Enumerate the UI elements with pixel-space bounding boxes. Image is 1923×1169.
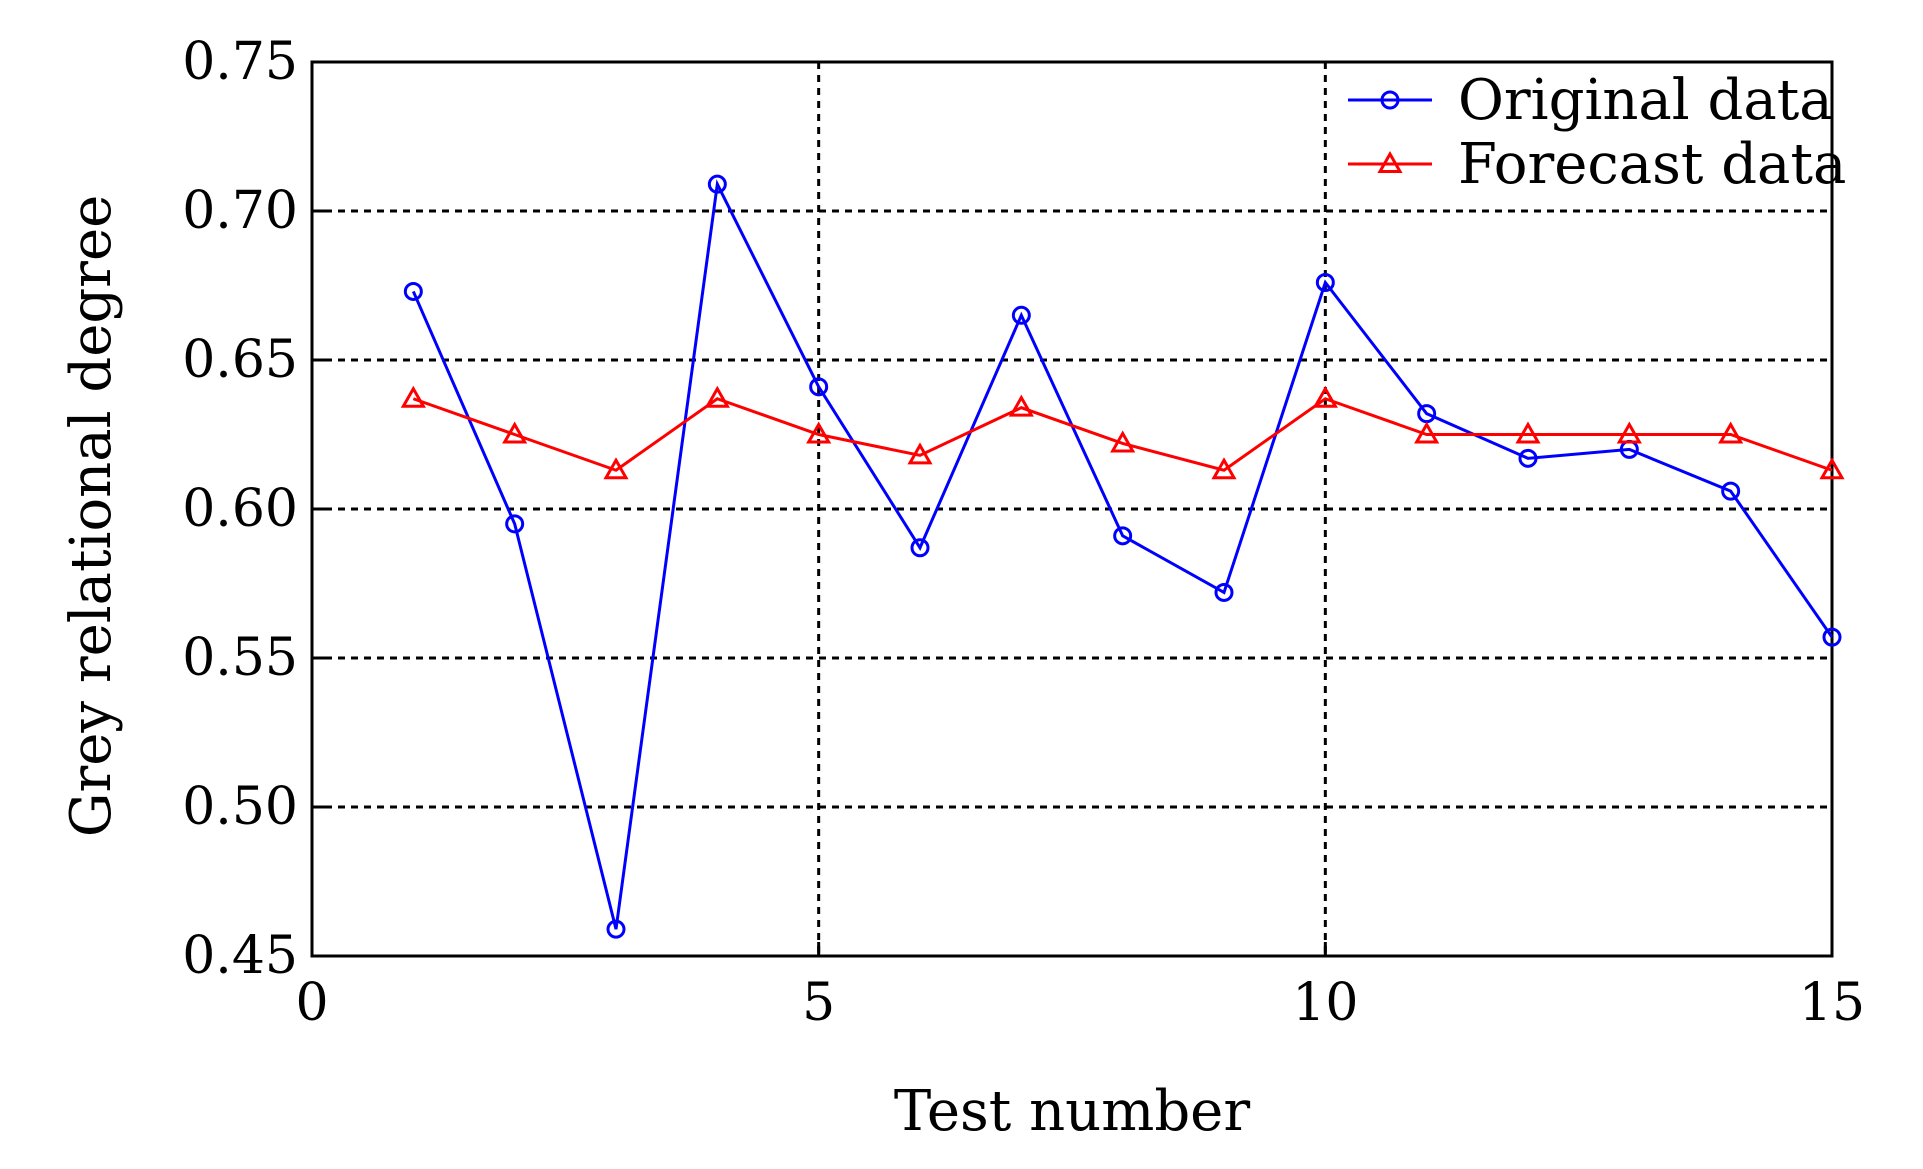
original-data-point (1822, 627, 1842, 647)
y-tick-label: 0.60 (182, 479, 298, 539)
x-tick-label: 5 (802, 973, 835, 1033)
forecast-data-point (400, 385, 426, 408)
original-data-point (809, 377, 829, 397)
axis-ticks: 0.45 0.50 0.55 0.60 0.65 0.70 0.75 0 5 10 15 (182, 32, 1865, 1033)
forecast-data-series (400, 385, 1845, 480)
original-data-point (910, 538, 930, 558)
forecast-data-point (704, 385, 730, 408)
original-data-point (1214, 582, 1234, 602)
y-tick-label: 0.45 (182, 926, 298, 986)
forecast-data-point (1110, 430, 1136, 453)
y-tick-label: 0.70 (182, 181, 298, 241)
original-data-line (411, 179, 1834, 930)
original-data-point (707, 174, 727, 194)
forecast-data-point (1008, 394, 1034, 417)
forecast-data-point (1515, 421, 1541, 444)
original-data-point (1113, 526, 1133, 546)
forecast-data-point (502, 421, 528, 444)
original-data-point (1518, 448, 1538, 468)
x-axis-label: Test number (894, 1079, 1250, 1144)
forecast-data-point (1414, 421, 1440, 444)
y-tick-label: 0.50 (182, 777, 298, 837)
forecast-data-point (1312, 385, 1338, 408)
y-axis-label: Grey relational degree (59, 195, 124, 837)
y-tick-label: 0.65 (182, 330, 298, 390)
forecast-data-point (1616, 421, 1642, 444)
forecast-data-point (806, 421, 832, 444)
legend-label-original-data: Original data (1458, 68, 1833, 133)
forecast-data-point (1819, 457, 1845, 480)
original-data-series (403, 174, 1842, 939)
original-data-point (606, 919, 626, 939)
y-tick-label: 0.55 (182, 628, 298, 688)
forecast-data-point (603, 457, 629, 480)
original-data-point (403, 281, 423, 301)
forecast-data-line (412, 397, 1833, 472)
series-layer (400, 174, 1845, 939)
x-tick-label: 15 (1799, 973, 1865, 1033)
legend-marker-original-data (1380, 90, 1400, 110)
forecast-data-point (1211, 457, 1237, 480)
original-data-point (1011, 305, 1031, 325)
x-tick-label: 0 (295, 973, 328, 1033)
original-data-point (1721, 481, 1741, 501)
forecast-data-point (1718, 421, 1744, 444)
original-data-point (1315, 273, 1335, 293)
legend-label-forecast-data: Forecast data (1458, 132, 1846, 197)
y-tick-label: 0.75 (182, 32, 298, 92)
original-data-point (505, 514, 525, 534)
x-tick-label: 10 (1292, 973, 1358, 1033)
legend-marker-forecast-data (1377, 150, 1403, 173)
forecast-data-point (907, 442, 933, 465)
